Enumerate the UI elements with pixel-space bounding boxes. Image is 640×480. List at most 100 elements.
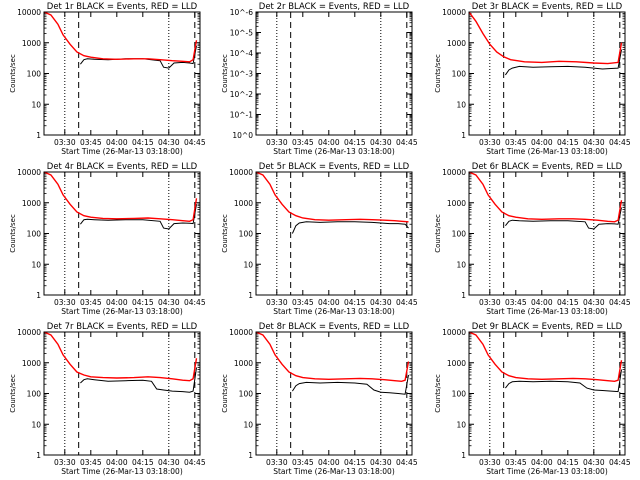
- lld-series-line: [255, 171, 409, 223]
- y-axis-label: Counts/sec: [434, 374, 442, 413]
- y-tick-label: 10^-1: [230, 111, 254, 120]
- lld-series-line: [468, 11, 623, 65]
- x-tick-label: 04:30: [158, 458, 180, 467]
- x-tick-label: 03:30: [54, 138, 76, 147]
- y-tick-label: 10: [243, 420, 253, 429]
- x-tick-label: 04:45: [184, 298, 206, 307]
- plot-frame: [468, 171, 626, 296]
- y-tick-label: 10000: [17, 8, 41, 17]
- plot-frame: [468, 11, 626, 136]
- x-tick-label: 03:45: [505, 138, 527, 147]
- y-tick-label: 1: [461, 131, 466, 140]
- x-tick-label: 03:30: [54, 458, 76, 467]
- x-tick-label: 04:15: [344, 138, 366, 147]
- x-tick-label: 03:45: [80, 298, 102, 307]
- x-axis-label: Start Time (26-Mar-13 03:18:00): [273, 467, 395, 476]
- x-tick-label: 04:00: [106, 138, 128, 147]
- x-axis-label: Start Time (26-Mar-13 03:18:00): [486, 147, 608, 156]
- detector-panel-9: Det 9r BLACK = Events, RED = LLD 1 10 100 10…: [434, 322, 631, 476]
- x-tick-label: 04:15: [557, 458, 579, 467]
- y-tick-label: 1000: [22, 359, 41, 368]
- y-tick-label: 1000: [22, 39, 41, 48]
- y-tick-label: 10000: [442, 168, 466, 177]
- x-axis-label: Start Time (26-Mar-13 03:18:00): [486, 467, 608, 476]
- x-tick-label: 03:45: [292, 298, 314, 307]
- plot-frame: [255, 331, 413, 456]
- y-tick-label: 100: [239, 390, 254, 399]
- y-axis-label: Counts/sec: [221, 54, 229, 93]
- panel-title: Det 9r BLACK = Events, RED = LLD: [472, 322, 623, 332]
- x-axis-label: Start Time (26-Mar-13 03:18:00): [61, 467, 183, 476]
- y-tick-label: 1: [248, 291, 253, 300]
- events-series-line: [80, 204, 197, 230]
- y-tick-label: 1: [461, 451, 466, 460]
- y-tick-label: 10^-6: [230, 8, 254, 17]
- x-tick-label: 03:45: [292, 138, 314, 147]
- x-tick-label: 04:45: [609, 298, 631, 307]
- y-tick-label: 10: [456, 100, 466, 109]
- y-tick-label: 10^-5: [230, 29, 254, 38]
- detector-panel-4: Det 4r BLACK = Events, RED = LLD 1 10 100 10…: [9, 162, 206, 316]
- detector-panel-8: Det 8r BLACK = Events, RED = LLD 1 10 100 10…: [221, 322, 418, 476]
- y-tick-label: 1: [461, 291, 466, 300]
- detector-panel-3: Det 3r BLACK = Events, RED = LLD 1 10 100 10…: [434, 2, 631, 156]
- x-tick-label: 03:30: [266, 138, 288, 147]
- events-series-line: [505, 369, 622, 393]
- detector-panel-5: Det 5r BLACK = Events, RED = LLD 1 10 100 10…: [221, 162, 418, 316]
- y-tick-label: 1000: [447, 199, 466, 208]
- x-tick-label: 04:15: [132, 458, 154, 467]
- y-tick-label: 10000: [229, 168, 253, 177]
- x-tick-label: 03:45: [80, 138, 102, 147]
- x-tick-label: 04:30: [370, 138, 392, 147]
- lld-series-line: [468, 331, 623, 383]
- x-axis-label: Start Time (26-Mar-13 03:18:00): [61, 147, 183, 156]
- x-tick-label: 04:00: [531, 298, 553, 307]
- plot-frame: [255, 171, 413, 296]
- lld-series-line: [43, 331, 198, 382]
- y-tick-label: 10: [456, 260, 466, 269]
- x-tick-label: 04:45: [609, 458, 631, 467]
- x-tick-label: 03:30: [479, 458, 501, 467]
- panel-title: Det 2r BLACK = Events, RED = LLD: [259, 2, 410, 12]
- y-tick-label: 1000: [234, 199, 253, 208]
- x-axis-label: Start Time (26-Mar-13 03:18:00): [273, 307, 395, 316]
- x-axis-label: Start Time (26-Mar-13 03:18:00): [61, 307, 183, 316]
- x-tick-label: 04:15: [132, 298, 154, 307]
- x-tick-label: 03:30: [266, 458, 288, 467]
- y-tick-label: 1000: [447, 359, 466, 368]
- lld-series-line: [43, 171, 198, 223]
- y-tick-label: 1: [36, 291, 41, 300]
- panel-title: Det 3r BLACK = Events, RED = LLD: [472, 2, 623, 12]
- y-tick-label: 10: [456, 420, 466, 429]
- x-tick-label: 04:00: [318, 298, 340, 307]
- y-axis-label: Counts/sec: [221, 214, 229, 253]
- x-tick-label: 03:45: [505, 298, 527, 307]
- y-tick-label: 100: [239, 230, 254, 239]
- detector-panel-7: Det 7r BLACK = Events, RED = LLD 1 10 100 10…: [9, 322, 206, 476]
- plot-frame: [468, 331, 626, 456]
- plot-frame: [43, 331, 201, 456]
- lld-series-line: [43, 11, 198, 63]
- plot-frame: [43, 171, 201, 296]
- y-axis-label: Counts/sec: [9, 214, 17, 253]
- panel-title: Det 8r BLACK = Events, RED = LLD: [259, 322, 410, 332]
- events-series-line: [505, 207, 622, 230]
- x-tick-label: 03:30: [266, 298, 288, 307]
- y-tick-label: 10^-4: [230, 49, 254, 58]
- x-tick-label: 03:45: [80, 458, 102, 467]
- x-tick-label: 04:45: [396, 138, 418, 147]
- x-tick-label: 04:30: [370, 458, 392, 467]
- x-tick-label: 04:15: [557, 298, 579, 307]
- x-tick-label: 03:45: [505, 458, 527, 467]
- detector-panel-6: Det 6r BLACK = Events, RED = LLD 1 10 100 10…: [434, 162, 631, 316]
- y-tick-label: 10^-2: [230, 90, 254, 99]
- x-tick-label: 04:30: [583, 458, 605, 467]
- y-tick-label: 10000: [17, 328, 41, 337]
- y-axis-label: Counts/sec: [221, 374, 229, 413]
- x-tick-label: 04:45: [396, 458, 418, 467]
- x-tick-label: 04:30: [583, 138, 605, 147]
- events-series-line: [80, 367, 197, 393]
- x-tick-label: 04:45: [184, 138, 206, 147]
- panel-title: Det 5r BLACK = Events, RED = LLD: [259, 162, 410, 172]
- y-axis-label: Counts/sec: [434, 214, 442, 253]
